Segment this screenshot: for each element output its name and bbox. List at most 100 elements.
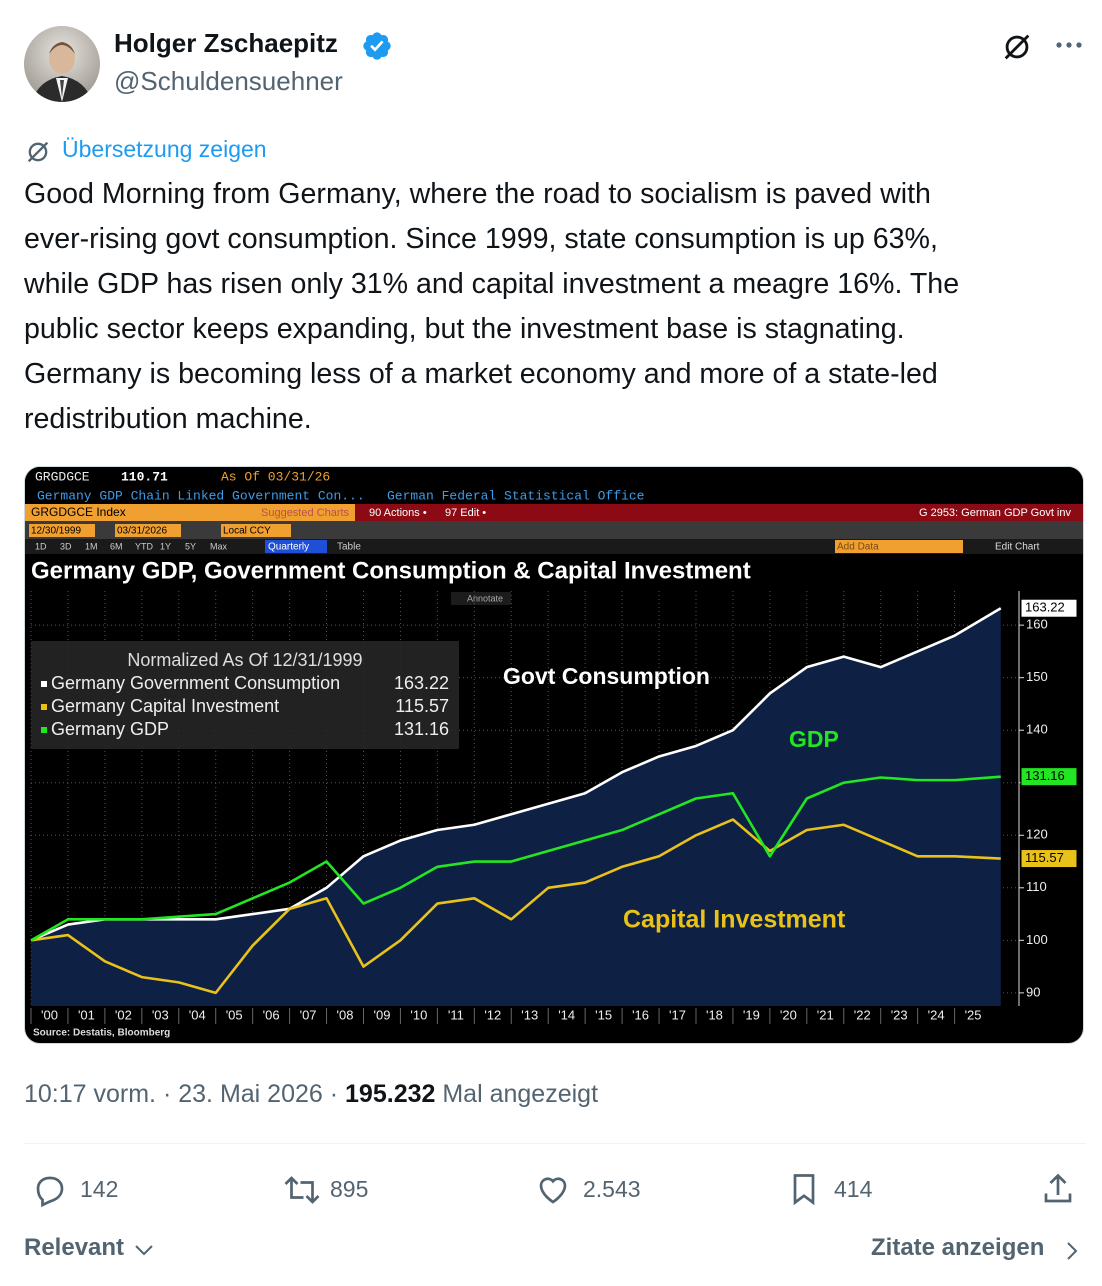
value-tag <box>1020 849 1078 869</box>
x-tick-label: '19 <box>743 1007 760 1022</box>
security[interactable]: GRGDGCE Index <box>31 505 126 519</box>
y-tick-label: 120 <box>1026 827 1048 842</box>
sort-label[interactable]: Relevant <box>24 1234 125 1261</box>
x-tick-label: '20 <box>780 1007 797 1022</box>
post-time[interactable]: 10:17 vorm. <box>24 1080 157 1108</box>
range-button[interactable]: 1Y <box>160 541 171 551</box>
legend-swatch <box>41 681 47 687</box>
like-count: 2.543 <box>583 1176 641 1202</box>
function-name: G 2953: German GDP Govt inv <box>919 507 1072 519</box>
bookmark-count: 414 <box>834 1176 873 1202</box>
end-date[interactable]: 03/31/2026 <box>117 526 167 537</box>
annotation: GDP <box>789 726 839 752</box>
x-tick-label: '21 <box>817 1007 834 1022</box>
last-price: 110.71 <box>121 469 168 484</box>
author-handle[interactable]: @Schuldensuehner <box>114 66 343 96</box>
chart-image[interactable]: GRGDGCE 110.71 As Of 03/31/26 Germany GD… <box>24 466 1084 1044</box>
add-data-box[interactable] <box>835 540 963 553</box>
x-tick-label: '17 <box>669 1007 686 1022</box>
x-tick-label: '08 <box>337 1007 354 1022</box>
text-line: Germany is becoming less of a market eco… <box>24 358 938 390</box>
x-tick-label: '02 <box>115 1007 132 1022</box>
plot-area: 90100110120130140150160'00'01'02'03'04'0… <box>30 591 1078 1039</box>
add-data[interactable]: Add Data <box>837 542 879 553</box>
start-date[interactable]: 12/30/1999 <box>31 526 81 537</box>
annotate-box[interactable] <box>451 592 511 605</box>
y-tick-label: 140 <box>1026 722 1048 737</box>
legend-label: Germany Capital Investment <box>51 696 279 716</box>
table-button[interactable]: Table <box>337 542 361 553</box>
reply-count: 142 <box>80 1176 119 1202</box>
x-tick-label: '09 <box>373 1007 390 1022</box>
currency-box[interactable] <box>221 524 291 537</box>
reply-icon[interactable] <box>32 1172 68 1208</box>
chart-title: Germany GDP, Government Consumption & Ca… <box>31 557 751 584</box>
x-tick-label: '04 <box>189 1007 206 1022</box>
annotate[interactable]: Annotate <box>467 593 503 603</box>
as-of: As Of 03/31/26 <box>221 469 330 484</box>
translate-small-icon <box>27 141 49 163</box>
periodicity[interactable]: Quarterly <box>268 542 309 553</box>
avatar[interactable] <box>24 26 100 102</box>
currency[interactable]: Local CCY <box>223 526 271 537</box>
text-line: Good Morning from Germany, where the roa… <box>24 178 931 210</box>
x-tick-label: '07 <box>300 1007 317 1022</box>
periodicity-box[interactable] <box>265 540 327 553</box>
text-line: public sector keeps expanding, but the i… <box>24 313 905 345</box>
value-tag-label: 115.57 <box>1025 850 1064 865</box>
area <box>31 608 1001 1006</box>
ticker: GRGDGCE <box>35 469 90 484</box>
post-meta: 10:17 vorm. · 23. Mai 2026 · 195.232 Mal… <box>24 1080 598 1109</box>
repost-count: 895 <box>330 1176 369 1202</box>
sort-selector[interactable]: Relevant <box>24 1234 124 1262</box>
edit-menu[interactable]: 97 Edit • <box>445 507 486 519</box>
share-icon[interactable] <box>1040 1170 1076 1208</box>
x-tick-label: '22 <box>854 1007 871 1022</box>
post-date[interactable]: 23. Mai 2026 <box>178 1080 323 1108</box>
range-button[interactable]: 1D <box>35 541 47 551</box>
value-tag-label: 163.22 <box>1025 600 1065 615</box>
annotation: Capital Investment <box>623 906 846 934</box>
like-icon[interactable] <box>534 1172 572 1208</box>
value-tag-label: 131.16 <box>1025 768 1065 783</box>
chevron-right[interactable] <box>1064 1240 1080 1262</box>
date-box[interactable] <box>29 524 95 537</box>
terminal-bar <box>25 467 1083 487</box>
suggested[interactable]: Suggested Charts <box>261 507 350 519</box>
legend-title: Normalized As Of 12/31/1999 <box>127 650 362 670</box>
range-button[interactable]: 3D <box>60 541 72 551</box>
edit-chart[interactable]: Edit Chart <box>995 542 1040 553</box>
actions-menu[interactable]: 90 Actions • <box>369 507 427 519</box>
series-line <box>30 818 1001 995</box>
y-tick-label: 160 <box>1026 617 1048 632</box>
translate-icon[interactable] <box>1000 30 1034 64</box>
range-button[interactable]: Max <box>210 541 228 551</box>
chevron-down[interactable] <box>133 1242 155 1258</box>
description: Germany GDP Chain Linked Government Con.… <box>37 488 365 503</box>
more-menu[interactable] <box>1054 38 1084 52</box>
translate-link[interactable]: Übersetzung zeigen <box>62 136 267 162</box>
range-button[interactable]: 6M <box>110 541 123 551</box>
legend-label: Germany GDP <box>51 719 169 739</box>
y-tick-label: 110 <box>1026 879 1047 894</box>
source-name: German Federal Statistical Office <box>387 488 644 503</box>
x-tick-label: '15 <box>595 1007 612 1022</box>
author-name[interactable]: Holger Zschaepitz <box>114 28 338 58</box>
separator: · <box>329 1080 339 1108</box>
quotes-link[interactable]: Zitate anzeigen <box>871 1234 1044 1262</box>
legend-label: Germany Government Consumption <box>51 673 340 693</box>
legend-box <box>31 641 459 749</box>
range-button[interactable]: YTD <box>135 541 154 551</box>
bookmark-icon[interactable] <box>786 1170 822 1208</box>
text-line: ever-rising govt consumption. Since 1999… <box>24 223 938 255</box>
date-box[interactable] <box>115 524 181 537</box>
repost-icon[interactable] <box>282 1172 322 1208</box>
source-note: Source: Destatis, Bloomberg <box>33 1028 170 1039</box>
range-button[interactable]: 1M <box>85 541 98 551</box>
range-button[interactable]: 5Y <box>185 541 196 551</box>
x-tick-label: '13 <box>521 1007 538 1022</box>
quotes-label[interactable]: Zitate anzeigen <box>871 1234 1045 1261</box>
post-text: Good Morning from Germany, where the roa… <box>24 172 959 442</box>
value-tag <box>1020 598 1078 618</box>
